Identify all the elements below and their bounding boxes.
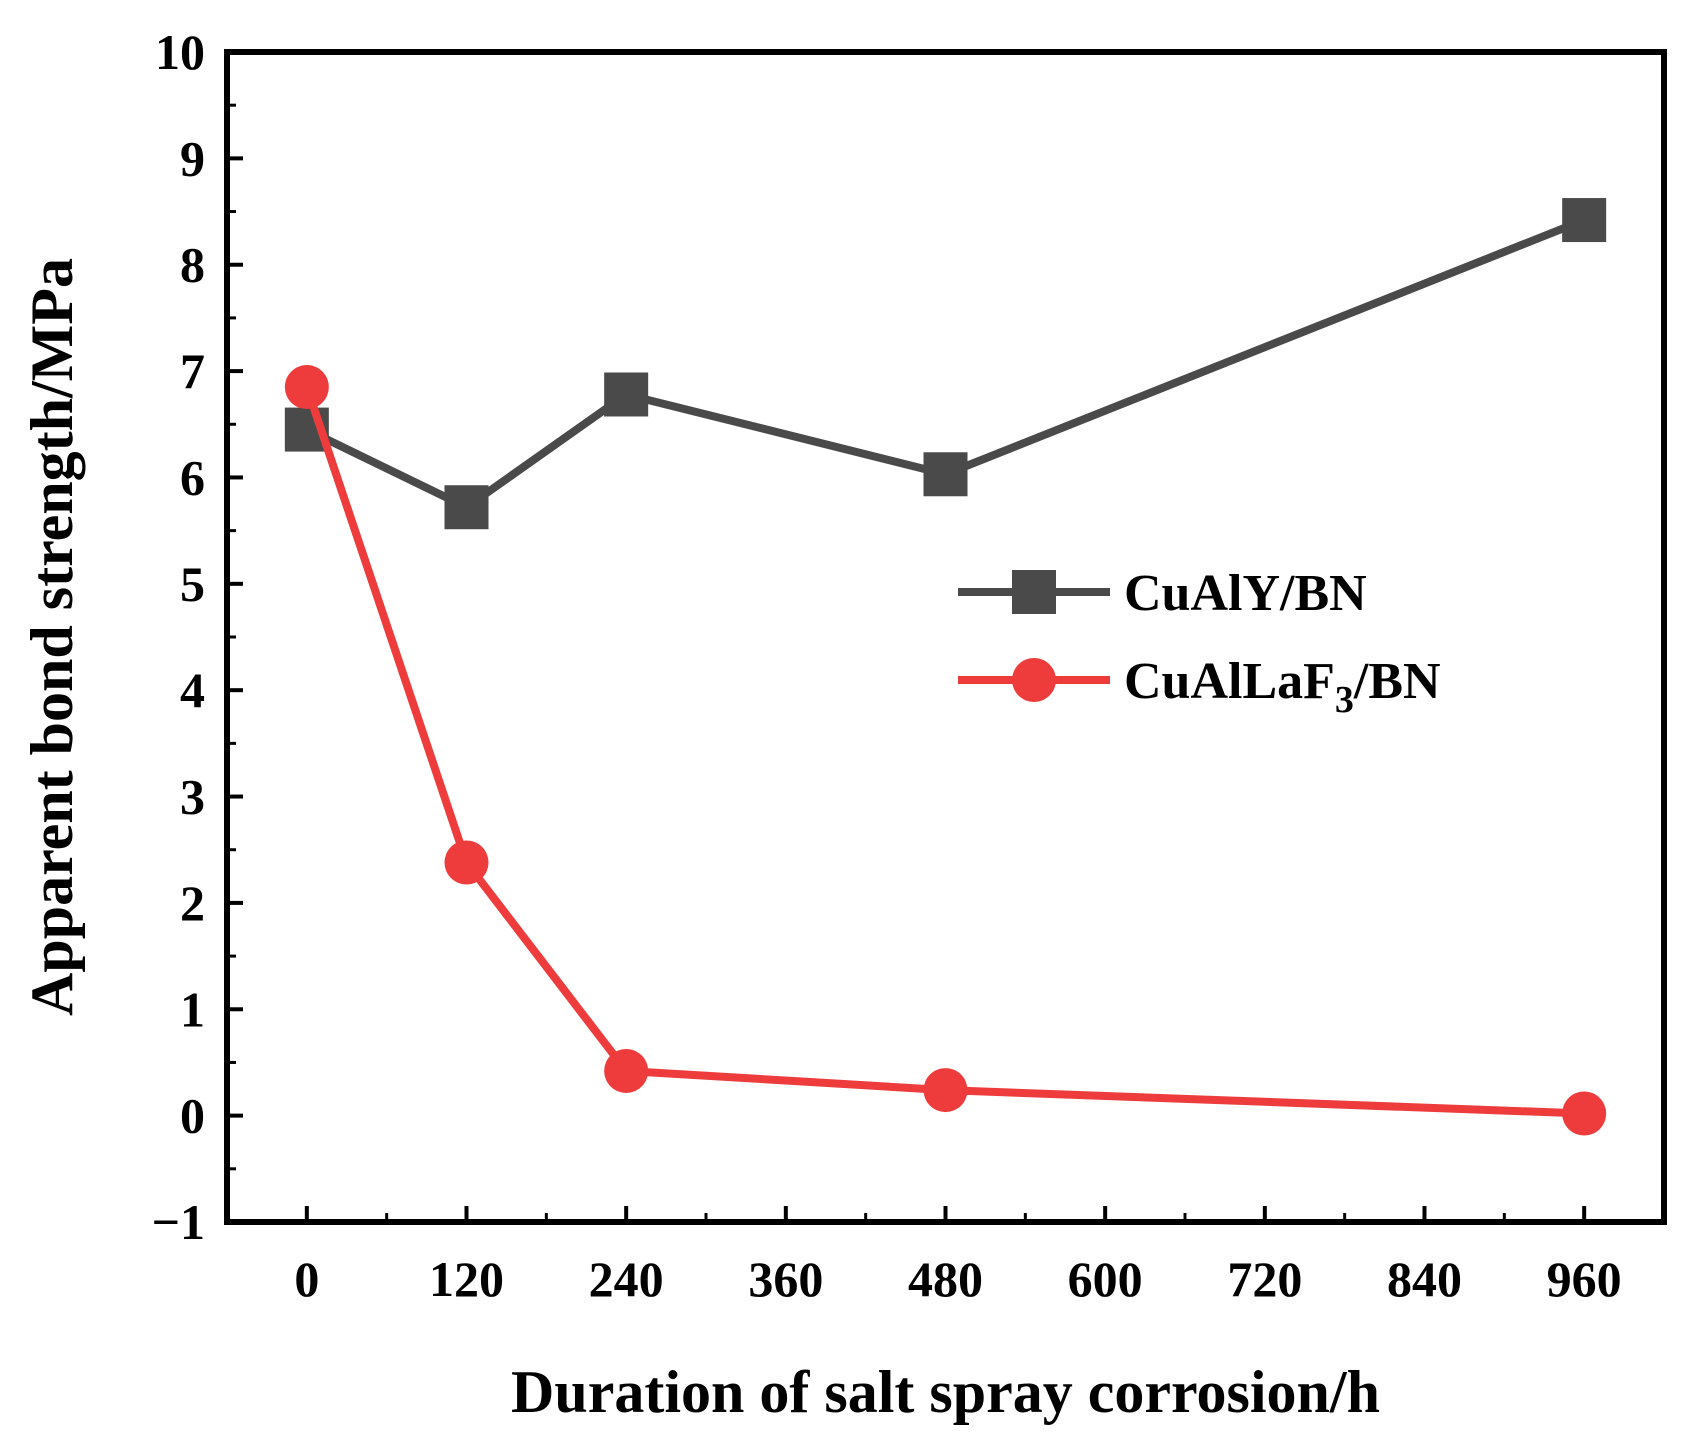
legend-label: CuAlLaF3/BN <box>1124 653 1441 721</box>
x-tick-label: 960 <box>1547 1251 1622 1307</box>
y-tick-label: 3 <box>180 769 205 825</box>
legend-item: CuAlY/BN <box>958 565 1367 622</box>
y-tick-label: 8 <box>180 237 205 293</box>
y-tick-label: 10 <box>155 24 205 80</box>
y-tick-label: 6 <box>180 449 205 505</box>
x-tick-label: 0 <box>294 1251 319 1307</box>
x-tick-label: 120 <box>429 1251 504 1307</box>
x-axis-title: Duration of salt spray corrosion/h <box>511 1359 1380 1425</box>
axis-ticks: 0 120 240 360 480 600 720 840 960 −1 0 1 2 3 4 5 6 7 8 9 10 <box>152 24 1622 1307</box>
plot-frame <box>224 49 1667 1225</box>
series-2 <box>284 365 1607 1136</box>
data-point <box>604 372 649 417</box>
legend: CuAlY/BN CuAlLaF3/BN <box>958 565 1441 721</box>
x-tick-label: 480 <box>908 1251 983 1307</box>
x-tick-label: 240 <box>589 1251 664 1307</box>
legend-item: CuAlLaF3/BN <box>958 653 1441 721</box>
y-tick-label: 5 <box>180 556 205 612</box>
y-tick-label: 9 <box>180 130 205 186</box>
x-tick-label: 720 <box>1227 1251 1302 1307</box>
data-point <box>923 1068 968 1113</box>
x-tick-label: 840 <box>1387 1251 1462 1307</box>
data-point <box>604 1048 649 1093</box>
data-point <box>444 840 489 885</box>
y-tick-label: 4 <box>180 662 205 718</box>
legend-marker <box>1012 570 1056 614</box>
x-tick-label: 600 <box>1068 1251 1143 1307</box>
legend-marker <box>1012 658 1056 702</box>
series-1 <box>284 198 1607 530</box>
y-axis-title: Apparent bond strength/MPa <box>19 258 85 1016</box>
series-layer <box>284 198 1607 1136</box>
data-point <box>1562 1091 1607 1136</box>
y-tick-label: 7 <box>180 343 205 399</box>
y-tick-label: 1 <box>180 981 205 1037</box>
y-tick-label: −1 <box>152 1194 206 1250</box>
data-point <box>444 485 489 530</box>
x-tick-label: 360 <box>748 1251 823 1307</box>
y-tick-label: 0 <box>180 1088 205 1144</box>
data-point <box>1562 198 1607 243</box>
data-point <box>923 452 968 497</box>
y-tick-label: 2 <box>180 875 205 931</box>
legend-label: CuAlY/BN <box>1124 565 1367 622</box>
data-point <box>284 365 329 410</box>
